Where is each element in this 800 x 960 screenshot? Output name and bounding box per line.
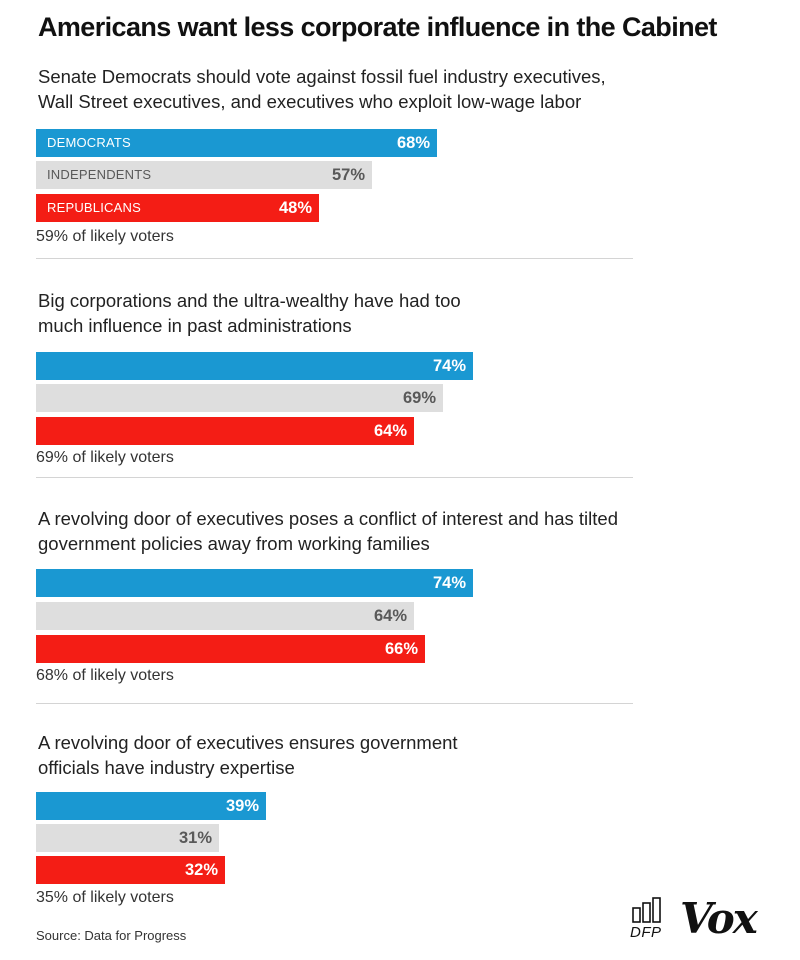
bar-independents-3: 64% [36, 602, 414, 630]
vox-logo: Vox [680, 894, 758, 943]
chart-title: Americans want less corporate influence … [38, 12, 717, 42]
question-1: Senate Democrats should vote against fos… [38, 66, 606, 112]
bar-value-independents-2: 69% [402, 389, 436, 407]
question-3: A revolving door of executives poses a c… [38, 508, 618, 554]
panel-4: A revolving door of executives ensures g… [36, 730, 636, 906]
dfp-bars-icon [632, 897, 661, 923]
bar-democrats-3: 74% [36, 569, 473, 597]
panel-3: A revolving door of executives poses a c… [36, 506, 636, 704]
bar-value-democrats-2: 74% [432, 357, 466, 375]
bar-republicans-3: 66% [36, 635, 425, 663]
overall-voters-4: 35% of likely voters [36, 889, 174, 906]
overall-voters-2: 69% of likely voters [36, 449, 174, 466]
panel-1: Senate Democrats should vote against fos… [36, 64, 636, 259]
panel-2: Big corporations and the ultra-wealthy h… [36, 288, 636, 478]
bar-independents-4: 31% [36, 824, 219, 852]
bar-democrats-4: 39% [36, 792, 266, 820]
bar-value-republicans-1: 48% [278, 199, 312, 217]
bar-label-democrats: DEMOCRATS [47, 135, 131, 150]
bar-democrats-1: DEMOCRATS 68% [36, 129, 437, 157]
bar-value-republicans-4: 32% [184, 861, 218, 879]
bar-value-independents-4: 31% [178, 829, 212, 847]
dfp-logo: DFP [630, 924, 662, 941]
bar-value-democrats-3: 74% [432, 574, 466, 592]
bar-republicans-4: 32% [36, 856, 225, 884]
question-2: Big corporations and the ultra-wealthy h… [38, 290, 461, 336]
divider-2 [36, 477, 633, 478]
bar-label-independents: INDEPENDENTS [47, 167, 152, 182]
bar-republicans-2: 64% [36, 417, 414, 445]
question-4: A revolving door of executives ensures g… [38, 732, 458, 778]
bar-value-independents-3: 64% [373, 607, 407, 625]
bar-value-independents-1: 57% [331, 166, 365, 184]
bar-independents-1: INDEPENDENTS 57% [36, 161, 372, 189]
overall-voters-3: 68% of likely voters [36, 667, 174, 684]
divider-3 [36, 703, 633, 704]
source-note: Source: Data for Progress [36, 928, 187, 943]
bar-independents-2: 69% [36, 384, 443, 412]
bar-label-republicans: REPUBLICANS [47, 200, 141, 215]
bar-value-democrats-4: 39% [225, 797, 259, 815]
divider-1 [36, 258, 633, 259]
bar-democrats-2: 74% [36, 352, 473, 380]
overall-voters-1: 59% of likely voters [36, 228, 174, 245]
bar-value-republicans-3: 66% [384, 640, 418, 658]
bar-value-republicans-2: 64% [373, 422, 407, 440]
bar-value-democrats-1: 68% [396, 134, 430, 152]
bar-republicans-1: REPUBLICANS 48% [36, 194, 319, 222]
